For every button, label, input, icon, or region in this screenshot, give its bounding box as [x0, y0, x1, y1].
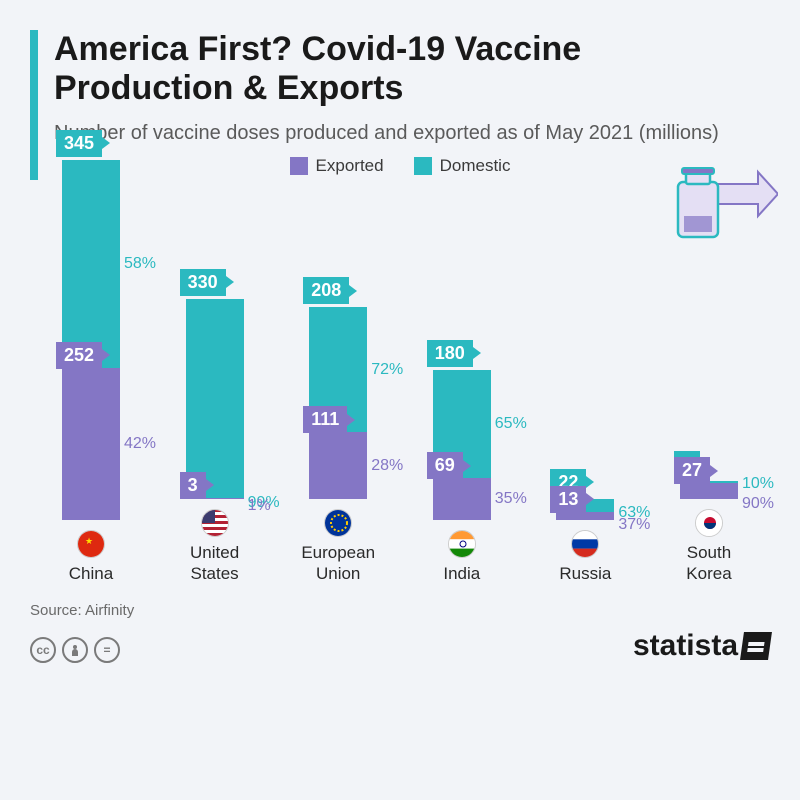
- flag-icon: ★: [77, 530, 105, 558]
- flag-icon: [695, 509, 723, 537]
- pct-domestic: 72%: [371, 361, 403, 379]
- bar-stack: 345 58% 252 42%: [62, 160, 120, 520]
- bar-group: 22 63% 13 37% Russia: [530, 160, 640, 584]
- pct-exported: 42%: [124, 435, 156, 453]
- flag-icon: [571, 530, 599, 558]
- value-domestic: 330: [180, 269, 226, 296]
- value-exported: 3: [180, 472, 206, 499]
- bar-group: 345 58% 252 42% ★ China: [36, 160, 146, 584]
- pct-exported: 90%: [742, 495, 774, 513]
- pct-domestic: 65%: [495, 415, 527, 433]
- value-domestic: 345: [56, 130, 102, 157]
- country-label: India: [443, 564, 480, 584]
- pct-domestic: 58%: [124, 255, 156, 273]
- flag-icon: [324, 509, 352, 537]
- logo-text: statista: [633, 629, 738, 663]
- header: America First? Covid-19 Vaccine Producti…: [54, 30, 770, 146]
- bar-stack: 22 63% 13 37%: [556, 160, 614, 520]
- source-text: Source: Airfinity: [30, 602, 134, 619]
- pct-exported: 1%: [248, 497, 271, 515]
- country-label: SouthKorea: [686, 543, 731, 584]
- bar-exported: 3 1%: [186, 498, 244, 500]
- bar-exported: 252 42%: [62, 368, 120, 520]
- bar-exported: 13 37%: [556, 512, 614, 520]
- header-accent-bar: [30, 30, 38, 180]
- value-exported: 111: [303, 406, 347, 433]
- pct-exported: 28%: [371, 457, 403, 475]
- footer-left: Source: Airfinity cc =: [30, 602, 134, 663]
- country-label: UnitedStates: [190, 543, 239, 584]
- bar-domestic: 345 58%: [62, 160, 120, 368]
- country-label: China: [69, 564, 113, 584]
- pct-domestic: 10%: [742, 475, 774, 493]
- value-exported: 13: [550, 486, 586, 513]
- value-exported: 252: [56, 342, 102, 369]
- bar-exported: 69 35%: [433, 478, 491, 520]
- bar-group: 330 99% 3 1% UnitedStates: [160, 139, 270, 584]
- value-domestic: 208: [303, 277, 349, 304]
- chart-title: America First? Covid-19 Vaccine Producti…: [54, 30, 770, 108]
- bar-stack: 208 72% 111 28%: [309, 139, 367, 499]
- flag-icon: [448, 530, 476, 558]
- value-domestic: 180: [427, 340, 473, 367]
- nd-icon: =: [94, 637, 120, 663]
- bar-group: 208 72% 111 28% EuropeanUnion: [283, 139, 393, 584]
- cc-badges: cc =: [30, 637, 134, 663]
- bar-exported: 111 28%: [309, 432, 367, 499]
- pct-exported: 35%: [495, 490, 527, 508]
- bar-domestic: 330 99%: [186, 299, 244, 498]
- bar-stack: 180 65% 69 35%: [433, 160, 491, 520]
- country-label: Russia: [559, 564, 611, 584]
- svg-text:★: ★: [85, 536, 93, 546]
- statista-logo: statista: [633, 629, 770, 663]
- flag-icon: [201, 509, 229, 537]
- country-label: EuropeanUnion: [301, 543, 375, 584]
- by-icon: [62, 637, 88, 663]
- value-exported: 27: [674, 457, 710, 484]
- value-exported: 69: [427, 452, 463, 479]
- bar-stack: 3 10% 27 90%: [680, 139, 738, 499]
- pct-exported: 37%: [618, 516, 650, 534]
- cc-icon: cc: [30, 637, 56, 663]
- bar-group: 180 65% 69 35% India: [407, 160, 517, 584]
- bar-stack: 330 99% 3 1%: [186, 139, 244, 499]
- bar-exported: 27 90%: [680, 483, 738, 499]
- logo-mark-icon: [740, 632, 772, 660]
- bar-chart: 345 58% 252 42% ★ China 330 99% 3 1% Uni…: [30, 184, 770, 584]
- footer: Source: Airfinity cc = statista: [30, 602, 770, 663]
